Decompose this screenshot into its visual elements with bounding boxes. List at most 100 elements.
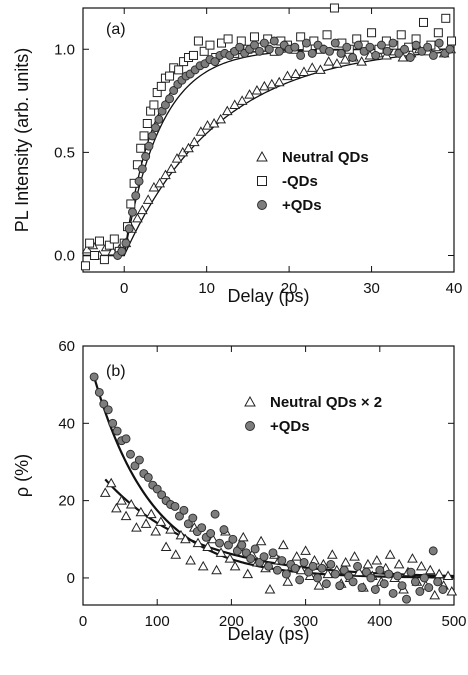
data-point	[250, 544, 260, 554]
y-tick-label: 60	[58, 338, 75, 355]
data-point	[207, 533, 219, 544]
data-point	[313, 573, 322, 583]
legend-marker	[244, 395, 256, 407]
data-point	[134, 455, 144, 465]
data-point	[140, 518, 152, 528]
data-point	[126, 199, 136, 209]
data-point	[211, 564, 222, 575]
data-point	[250, 40, 259, 50]
legend-marker	[257, 200, 267, 210]
y-tick-label: 0.0	[54, 248, 75, 265]
data-point	[85, 238, 95, 248]
data-point	[121, 238, 131, 248]
data-point	[384, 569, 394, 579]
data-point	[321, 579, 331, 589]
data-point	[393, 571, 403, 581]
data-point	[215, 113, 227, 124]
data-point	[137, 164, 147, 174]
data-point	[282, 576, 294, 586]
data-point	[174, 65, 184, 75]
data-point	[298, 66, 310, 76]
data-point	[136, 143, 146, 153]
data-point	[382, 46, 392, 56]
data-point	[169, 86, 179, 95]
data-point	[356, 56, 368, 66]
data-point	[235, 42, 245, 52]
data-point	[179, 505, 189, 515]
data-point	[80, 261, 90, 271]
x-axis-label: Delay (ps)	[227, 624, 309, 644]
data-point	[290, 68, 302, 78]
data-point	[315, 64, 326, 74]
data-point	[335, 581, 345, 591]
data-point	[445, 44, 455, 54]
data-point	[192, 537, 204, 548]
data-point	[104, 240, 114, 250]
data-point	[410, 577, 420, 587]
data-point	[342, 42, 352, 52]
data-point	[241, 548, 251, 558]
data-point	[89, 372, 99, 382]
data-point	[149, 100, 159, 110]
data-point	[375, 565, 385, 575]
x-tick-label: 30	[363, 280, 380, 297]
data-point	[433, 28, 443, 38]
data-point	[170, 549, 182, 559]
data-point	[197, 560, 209, 571]
data-point	[273, 76, 285, 87]
data-point	[143, 472, 153, 482]
data-point	[348, 53, 358, 62]
data-point	[353, 561, 362, 571]
data-point	[193, 36, 203, 46]
data-point	[402, 594, 411, 604]
data-point	[117, 246, 127, 256]
data-point	[125, 498, 137, 509]
legend-entry: Neutral QDs	[282, 149, 369, 166]
data-point	[272, 565, 282, 575]
data-point	[447, 36, 457, 46]
data-point	[384, 549, 396, 559]
data-point	[406, 567, 416, 577]
data-point	[188, 513, 198, 523]
data-point	[388, 588, 398, 598]
y-axis-label: PL Intensity (arb. units)	[12, 48, 32, 232]
data-point	[307, 48, 317, 58]
data-point	[94, 236, 104, 246]
data-point	[131, 522, 142, 532]
data-point	[322, 30, 332, 40]
data-point	[433, 568, 445, 579]
x-tick-label: 100	[145, 613, 170, 630]
legend-marker	[245, 421, 255, 431]
data-point	[221, 105, 233, 116]
data-point	[199, 46, 209, 56]
x-tick-label: 400	[367, 613, 392, 630]
legend-marker	[256, 150, 268, 162]
data-point	[268, 548, 278, 558]
data-point	[266, 78, 278, 89]
data-point	[393, 558, 405, 569]
data-point	[348, 577, 358, 587]
data-point	[429, 589, 441, 600]
data-point	[141, 152, 151, 161]
data-point	[144, 141, 154, 151]
data-point	[165, 524, 176, 534]
data-point	[259, 552, 269, 562]
data-point	[400, 44, 409, 54]
data-point	[223, 34, 233, 44]
data-point	[376, 40, 386, 50]
data-point	[237, 540, 247, 550]
data-point	[340, 556, 352, 567]
data-point	[295, 575, 305, 585]
x-tick-label: 200	[219, 613, 244, 630]
data-point	[353, 566, 365, 577]
data-point	[99, 399, 109, 409]
data-point	[411, 40, 421, 50]
data-point	[183, 142, 194, 153]
x-tick-label: 10	[198, 280, 215, 297]
data-point	[154, 114, 164, 124]
data-point	[170, 501, 180, 511]
data-point	[418, 17, 428, 27]
panel-b-polarization-chart: 0 100 200 300 400 500 0 20 40 60 Delay (ps) ρ (%) (b…	[12, 338, 467, 644]
data-point	[339, 565, 349, 575]
x-tick-label: 0	[120, 280, 128, 297]
